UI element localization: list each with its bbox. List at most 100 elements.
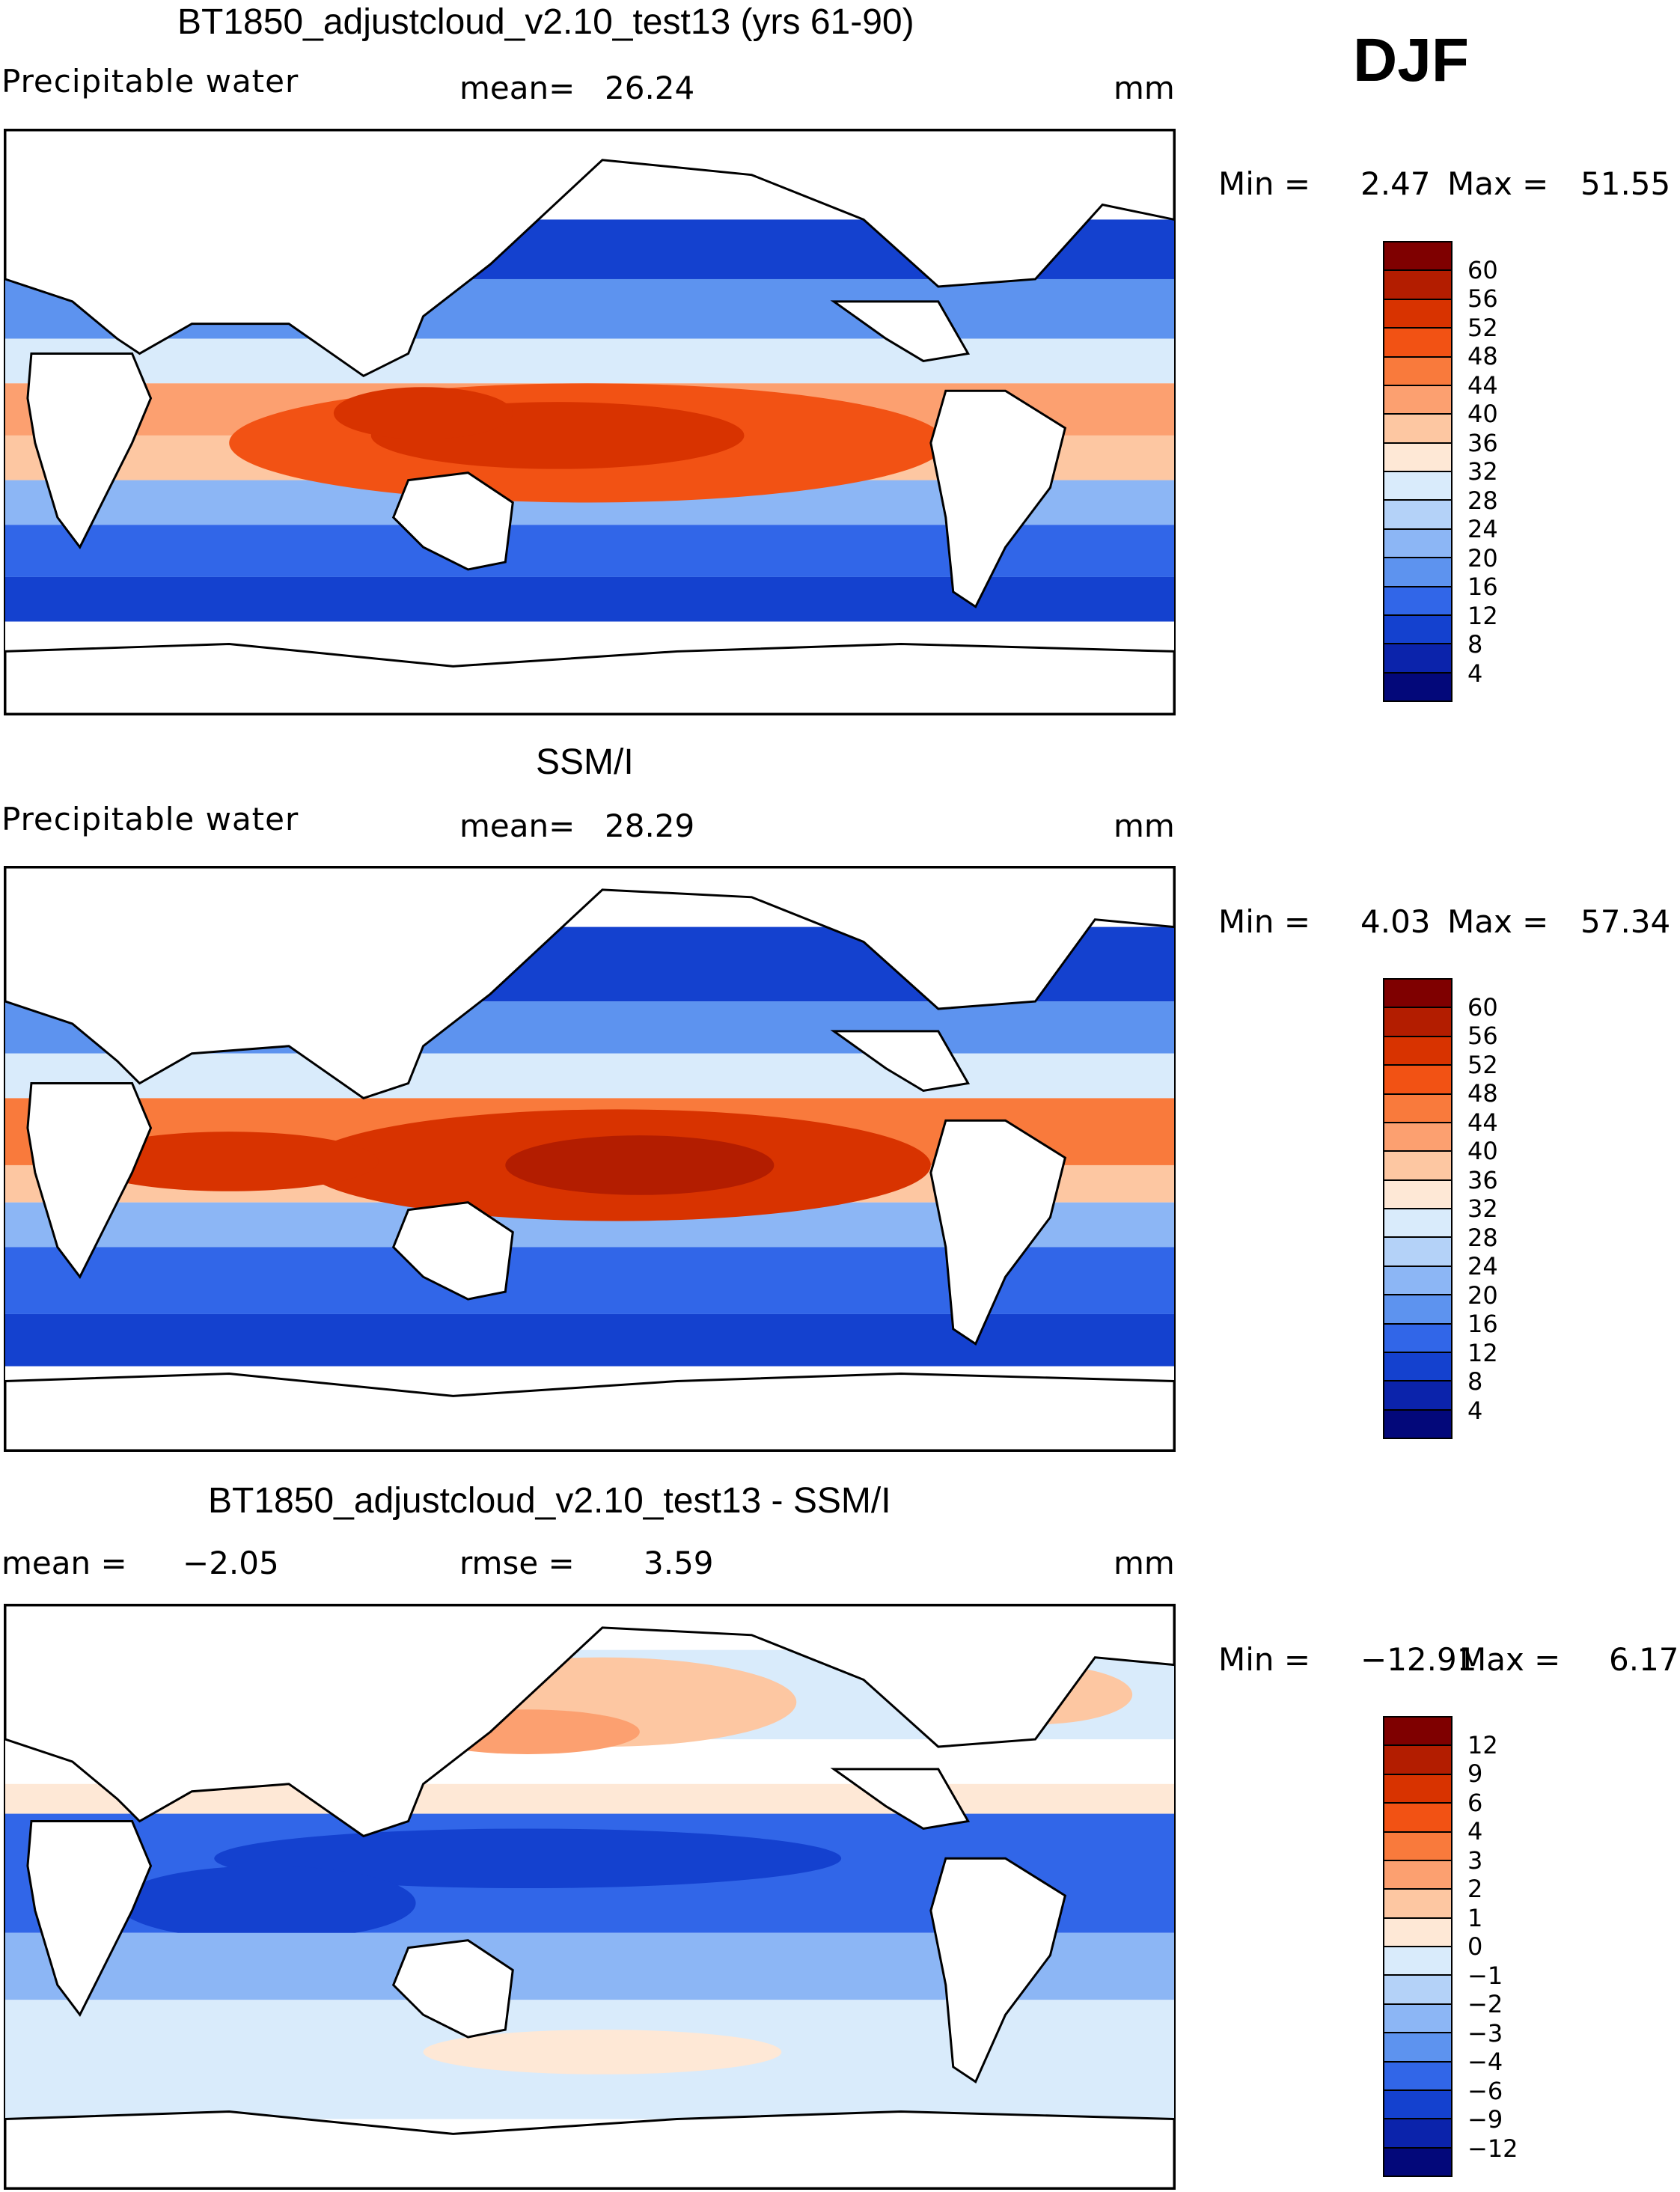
colorbar-tick-label: 4: [1467, 659, 1483, 688]
colorbar-tick-label: 44: [1467, 370, 1498, 400]
panel-2-min-value: 4.03: [1360, 903, 1431, 940]
colorbar-tick-label: −3: [1467, 2018, 1503, 2048]
panel-2-max-value: 57.34: [1580, 903, 1671, 940]
panel-3-max-value: 6.17: [1609, 1641, 1679, 1678]
panel-1-colorbar: [1383, 241, 1453, 702]
panel-3-mean-value: −2.05: [183, 1545, 279, 1581]
colorbar-tick-label: 44: [1467, 1108, 1498, 1137]
colorbar-tick-label: 6: [1467, 1788, 1483, 1817]
colorbar-swatch: [1384, 1718, 1451, 1747]
colorbar-tick-label: 9: [1467, 1759, 1483, 1788]
colorbar-swatch: [1384, 2148, 1451, 2176]
panel-1-min-value: 2.47: [1360, 165, 1431, 202]
colorbar-swatch: [1384, 1382, 1451, 1411]
colorbar-swatch: [1384, 1008, 1451, 1037]
panel-3-map: [4, 1604, 1176, 2190]
panel-2-min-label: Min =: [1218, 903, 1311, 940]
colorbar-tick-label: 24: [1467, 515, 1498, 543]
colorbar-tick-label: 20: [1467, 1280, 1498, 1310]
colorbar-tick-label: 16: [1467, 1310, 1498, 1338]
colorbar-tick-label: −9: [1467, 2105, 1503, 2134]
panel-3-max-label: Max =: [1459, 1641, 1561, 1678]
colorbar-tick-label: 56: [1467, 284, 1498, 313]
colorbar-tick-label: 60: [1467, 992, 1498, 1022]
colorbar-tick-label: 36: [1467, 1165, 1498, 1194]
colorbar-swatch: [1384, 1832, 1451, 1861]
colorbar-swatch: [1384, 1266, 1451, 1296]
colorbar-swatch: [1384, 1804, 1451, 1833]
colorbar-swatch: [1384, 2033, 1451, 2063]
panel-1-map: [4, 129, 1176, 715]
panel-2-units: mm: [1114, 808, 1175, 844]
colorbar-swatch: [1384, 271, 1451, 300]
panel-1-mean-label: mean=: [459, 70, 575, 106]
season-label: DJF: [1353, 26, 1469, 94]
colorbar-tick-label: 28: [1467, 1223, 1498, 1252]
colorbar-swatch: [1384, 2090, 1451, 2120]
colorbar-swatch: [1384, 472, 1451, 501]
colorbar-swatch: [1384, 1324, 1451, 1353]
colorbar-tick-label: 16: [1467, 573, 1498, 601]
colorbar-swatch: [1384, 1890, 1451, 1919]
panel-3-title: BT1850_adjustcloud_v2.10_test13 - SSM/I: [208, 1481, 891, 1521]
colorbar-swatch: [1384, 1352, 1451, 1382]
colorbar-tick-label: 32: [1467, 457, 1498, 486]
colorbar-swatch: [1384, 673, 1451, 700]
panel-3-units: mm: [1114, 1545, 1175, 1581]
colorbar-swatch: [1384, 1094, 1451, 1123]
colorbar-swatch: [1384, 357, 1451, 386]
colorbar-tick-label: 12: [1467, 1730, 1498, 1759]
colorbar-swatch: [1384, 385, 1451, 415]
panel-2-variable: Precipitable water: [1, 801, 299, 837]
colorbar-swatch: [1384, 2119, 1451, 2149]
colorbar-tick-label: 40: [1467, 400, 1498, 428]
colorbar-tick-label: −4: [1467, 2048, 1503, 2076]
colorbar-tick-label: 36: [1467, 428, 1498, 457]
colorbar-tick-label: 8: [1467, 630, 1483, 659]
panel-2-colorbar: [1383, 978, 1453, 1439]
colorbar-swatch: [1384, 1152, 1451, 1181]
panel-1-title: BT1850_adjustcloud_v2.10_test13 (yrs 61-…: [177, 2, 914, 42]
colorbar-tick-label: −1: [1467, 1961, 1503, 1990]
panel-2-mean-label: mean=: [459, 808, 575, 844]
panel-1-variable: Precipitable water: [1, 63, 299, 100]
panel-3-rmse-value: 3.59: [644, 1545, 714, 1581]
panel-1-units: mm: [1114, 70, 1175, 106]
colorbar-tick-label: 48: [1467, 1079, 1498, 1108]
colorbar-tick-label: −6: [1467, 2076, 1503, 2105]
colorbar-tick-label: 32: [1467, 1194, 1498, 1223]
colorbar-swatch: [1384, 1947, 1451, 1976]
panel-3-colorbar: [1383, 1716, 1453, 2177]
colorbar-swatch: [1384, 1295, 1451, 1325]
colorbar-tick-label: 1: [1467, 1903, 1483, 1932]
colorbar-tick-label: 24: [1467, 1252, 1498, 1280]
colorbar-tick-label: 4: [1467, 1396, 1483, 1425]
colorbar-swatch: [1384, 1123, 1451, 1153]
colorbar-swatch: [1384, 1410, 1451, 1438]
panel-1-max-label: Max =: [1447, 165, 1549, 202]
colorbar-tick-label: 4: [1467, 1817, 1483, 1846]
panel-3-min-value: −12.91: [1360, 1641, 1477, 1678]
panel-1-min-label: Min =: [1218, 165, 1311, 202]
colorbar-tick-label: 40: [1467, 1137, 1498, 1165]
colorbar-swatch: [1384, 1238, 1451, 1267]
colorbar-swatch: [1384, 1746, 1451, 1775]
colorbar-swatch: [1384, 558, 1451, 587]
colorbar-tick-label: 0: [1467, 1932, 1483, 1961]
colorbar-tick-label: 8: [1467, 1367, 1483, 1396]
colorbar-swatch: [1384, 2004, 1451, 2034]
colorbar-tick-label: 12: [1467, 601, 1498, 630]
colorbar-swatch: [1384, 1180, 1451, 1209]
colorbar-tick-label: −2: [1467, 1990, 1503, 2018]
panel-3-min-label: Min =: [1218, 1641, 1311, 1678]
panel-3-rmse-label: rmse =: [459, 1545, 575, 1581]
colorbar-swatch: [1384, 415, 1451, 444]
colorbar-swatch: [1384, 529, 1451, 559]
colorbar-tick-label: 52: [1467, 313, 1498, 342]
colorbar-swatch: [1384, 1918, 1451, 1947]
colorbar-swatch: [1384, 587, 1451, 616]
colorbar-swatch: [1384, 1037, 1451, 1066]
colorbar-swatch: [1384, 443, 1451, 472]
colorbar-swatch: [1384, 299, 1451, 329]
colorbar-tick-label: 48: [1467, 342, 1498, 370]
